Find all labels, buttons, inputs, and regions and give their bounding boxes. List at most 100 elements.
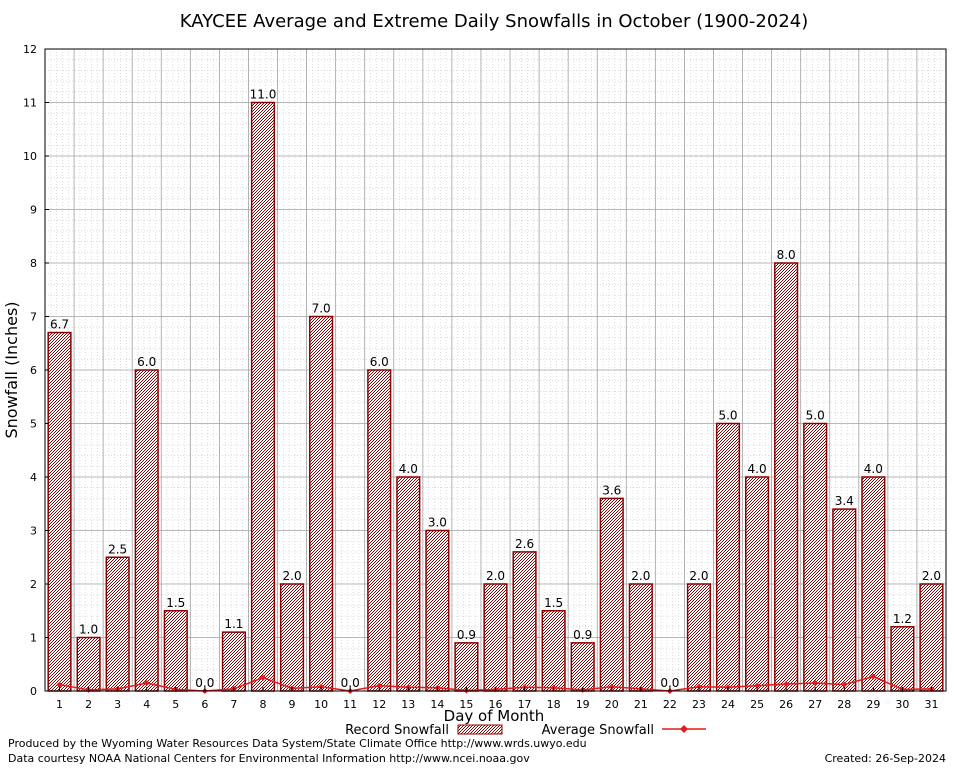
x-tick-label: 8 — [259, 698, 266, 711]
record-bar — [47, 331, 72, 692]
legend-record-label: Record Snowfall — [345, 723, 449, 738]
record-bar — [163, 610, 188, 692]
record-bar — [367, 369, 392, 692]
bar-value-label: 2.0 — [922, 569, 941, 583]
bar-value-label: 4.0 — [748, 462, 767, 476]
x-tick-label: 29 — [866, 698, 880, 711]
bar-value-label: 11.0 — [250, 88, 277, 102]
bar-value-label: 1.0 — [79, 623, 98, 637]
x-tick-label: 11 — [343, 698, 357, 711]
x-tick-label: 21 — [634, 698, 648, 711]
y-tick-label: 2 — [30, 578, 37, 591]
x-tick-label: 3 — [114, 698, 121, 711]
bar-value-label: 3.6 — [602, 483, 621, 497]
x-tick-label: 17 — [518, 698, 532, 711]
record-bar — [861, 476, 886, 692]
bar-value-label: 1.2 — [893, 612, 912, 626]
bar-value-label: 1.1 — [224, 617, 243, 631]
x-tick-label: 24 — [721, 698, 735, 711]
x-tick-label: 18 — [547, 698, 561, 711]
record-bar — [454, 642, 479, 692]
record-bar — [279, 583, 305, 692]
y-tick-label: 9 — [30, 204, 37, 217]
record-bar — [425, 529, 450, 692]
x-tick-label: 1 — [56, 698, 63, 711]
bar-value-label: 6.0 — [370, 355, 389, 369]
record-bar — [570, 642, 595, 692]
bar-value-label: 1.5 — [544, 596, 563, 610]
footer-producer: Produced by the Wyoming Water Resources … — [8, 737, 587, 750]
x-tick-label: 30 — [895, 698, 909, 711]
bar-value-label: 5.0 — [806, 409, 825, 423]
x-tick-label: 16 — [489, 698, 503, 711]
x-tick-label: 9 — [289, 698, 296, 711]
bar-value-label: 8.0 — [777, 248, 796, 262]
record-bar — [774, 262, 799, 692]
average-point — [56, 681, 63, 688]
bar-value-label: 7.0 — [312, 302, 331, 316]
record-bar — [221, 631, 247, 692]
x-tick-label: 25 — [750, 698, 764, 711]
average-point — [754, 682, 761, 689]
bar-value-label: 0.0 — [195, 676, 214, 690]
average-point — [695, 683, 702, 690]
y-tick-label: 0 — [30, 685, 37, 698]
legend-record-swatch — [457, 724, 503, 735]
x-tick-label: 12 — [372, 698, 386, 711]
x-tick-label: 13 — [401, 698, 415, 711]
bar-value-label: 6.0 — [137, 355, 156, 369]
bar-value-label: 0.9 — [573, 628, 592, 642]
record-bar — [832, 508, 857, 692]
record-bar — [250, 101, 276, 692]
average-point — [259, 674, 266, 681]
bar-value-label: 2.0 — [631, 569, 650, 583]
average-point — [608, 683, 615, 690]
x-tick-label: 31 — [924, 698, 938, 711]
average-point — [870, 673, 877, 680]
x-tick-label: 15 — [459, 698, 473, 711]
record-bar — [599, 497, 624, 692]
bar-value-label: 0.0 — [660, 676, 679, 690]
bar-value-label: 2.0 — [689, 569, 708, 583]
x-tick-label: 22 — [663, 698, 677, 711]
x-tick-label: 23 — [692, 698, 706, 711]
y-tick-label: 5 — [30, 418, 37, 431]
record-bar — [919, 583, 944, 692]
average-point — [376, 682, 383, 689]
bar-value-label: 1.5 — [166, 596, 185, 610]
bar-value-label: 0.9 — [457, 628, 476, 642]
average-point — [318, 683, 325, 690]
footer-data-source: Data courtesy NOAA National Centers for … — [8, 752, 530, 765]
bar-value-label: 3.4 — [835, 494, 854, 508]
bar-value-label: 2.5 — [108, 542, 127, 556]
x-tick-label: 2 — [85, 698, 92, 711]
bar-value-label: 2.0 — [283, 569, 302, 583]
bar-value-label: 4.0 — [864, 462, 883, 476]
record-bars — [47, 101, 944, 692]
record-bar — [396, 476, 421, 692]
y-axis-label: Snowfall (Inches) — [2, 301, 21, 438]
record-bar — [541, 610, 566, 692]
footer-created-date: Created: 26-Sep-2024 — [824, 752, 946, 765]
bar-value-label: 2.6 — [515, 537, 534, 551]
x-tick-label: 19 — [576, 698, 590, 711]
average-point — [783, 681, 790, 688]
y-tick-label: 1 — [30, 632, 37, 645]
legend-average-label: Average Snowfall — [542, 723, 654, 738]
bar-value-labels: 6.7 1.0 2.5 6.0 1.5 0.0 1.1 11.0 2.0 7.0 0.0 6.0 4.0… — [50, 88, 941, 691]
x-tick-label: 4 — [143, 698, 150, 711]
record-bar — [483, 583, 508, 692]
y-tick-label: 12 — [23, 43, 37, 56]
x-tick-label: 20 — [605, 698, 619, 711]
average-point — [143, 679, 150, 686]
bar-value-label: 4.0 — [399, 462, 418, 476]
bar-value-label: 3.0 — [428, 516, 447, 530]
record-bar — [890, 626, 915, 692]
record-bar — [105, 556, 130, 692]
x-tick-label: 5 — [172, 698, 179, 711]
bar-value-label: 5.0 — [718, 409, 737, 423]
y-tick-label: 10 — [23, 150, 37, 163]
